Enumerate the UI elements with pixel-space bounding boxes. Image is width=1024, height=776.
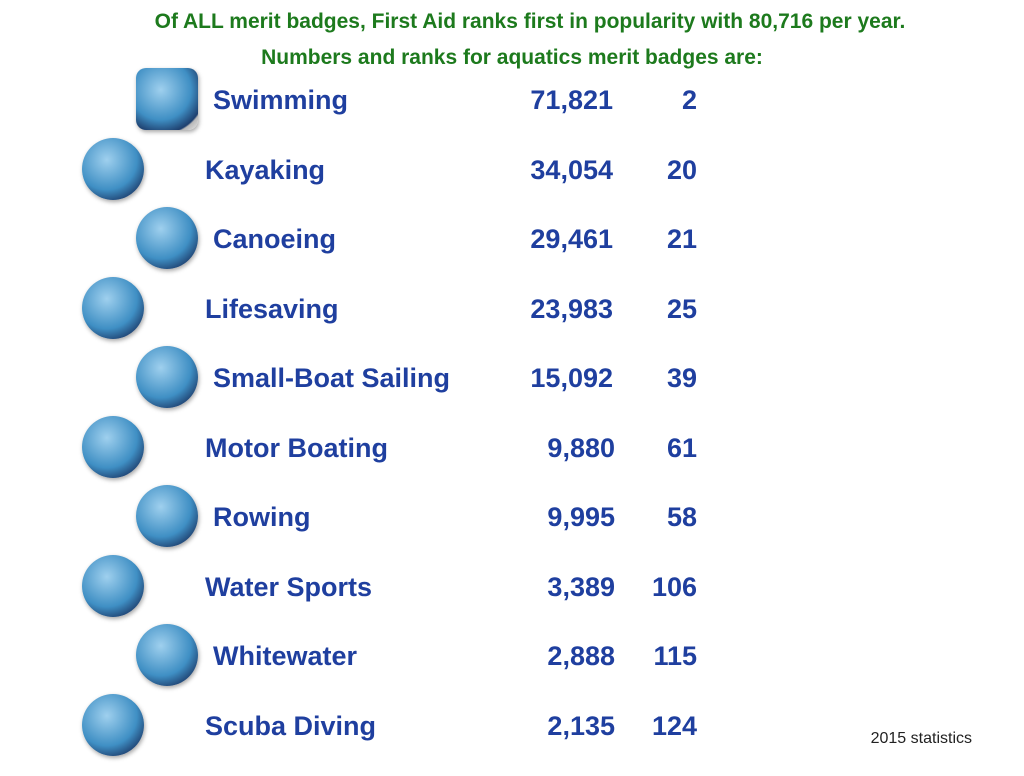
badge-icon bbox=[136, 624, 198, 686]
badge-rank: 21 bbox=[666, 224, 697, 254]
badge-icon bbox=[82, 415, 144, 478]
badge-count: 34,054 bbox=[530, 154, 613, 185]
badge-rank: 39 bbox=[666, 363, 697, 393]
badge-icon bbox=[82, 554, 144, 617]
badge-count: 23,983 bbox=[530, 293, 613, 324]
badge-name: Canoeing bbox=[213, 224, 337, 254]
badge-name: Water Sports bbox=[205, 571, 373, 602]
badge-name: Motor Boating bbox=[205, 432, 388, 463]
badge-row: Motor Boating 9,880 61 bbox=[0, 415, 1024, 498]
badge-count: 9,880 bbox=[547, 432, 615, 463]
badge-row: Water Sports 3,389 106 bbox=[0, 554, 1024, 637]
badge-row: Whitewater 2,888 115 bbox=[0, 624, 1024, 706]
badge-name: Small-Boat Sailing bbox=[213, 363, 451, 393]
badge-name: Swimming bbox=[213, 85, 349, 115]
badge-row: Kayaking 34,054 20 bbox=[0, 137, 1024, 220]
badge-row: Lifesaving 23,983 25 bbox=[0, 276, 1024, 359]
badge-name: Whitewater bbox=[213, 641, 358, 671]
badge-count: 3,389 bbox=[547, 571, 615, 602]
badge-icon bbox=[136, 68, 198, 130]
badge-name: Kayaking bbox=[205, 154, 326, 185]
badge-count: 29,461 bbox=[530, 224, 613, 254]
badge-count: 15,092 bbox=[530, 363, 613, 393]
badge-icon bbox=[136, 346, 198, 408]
badge-rank: 20 bbox=[666, 154, 697, 185]
badge-row: Scuba Diving 2,135 124 bbox=[0, 693, 1024, 776]
badge-icon bbox=[136, 207, 198, 269]
badge-icon bbox=[82, 137, 144, 200]
badge-name: Scuba Diving bbox=[205, 710, 377, 741]
badge-rank: 2 bbox=[681, 85, 697, 115]
badge-rank: 58 bbox=[666, 502, 697, 532]
badge-rank: 115 bbox=[653, 641, 697, 671]
title-line: Of ALL merit badges, First Aid ranks fir… bbox=[154, 10, 906, 33]
badge-row: Canoeing 29,461 21 bbox=[0, 207, 1024, 289]
badge-icon bbox=[136, 485, 198, 547]
badge-count: 9,995 bbox=[547, 502, 615, 532]
badge-count: 71,821 bbox=[530, 85, 613, 115]
badge-row: Small-Boat Sailing 15,092 39 bbox=[0, 346, 1024, 428]
badge-icon bbox=[82, 693, 144, 756]
badge-rank: 25 bbox=[666, 293, 697, 324]
badge-count: 2,135 bbox=[547, 710, 615, 741]
badge-rank: 124 bbox=[651, 710, 697, 741]
badge-count: 2,888 bbox=[547, 641, 615, 671]
badge-row: Swimming 71,821 2 bbox=[0, 68, 1024, 150]
badge-icon bbox=[82, 276, 144, 339]
badge-name: Lifesaving bbox=[205, 293, 339, 324]
badge-row: Rowing 9,995 58 bbox=[0, 485, 1024, 567]
badge-rank: 61 bbox=[666, 432, 697, 463]
title-line: Numbers and ranks for aquatics merit bad… bbox=[261, 46, 763, 69]
badge-rank: 106 bbox=[651, 571, 697, 602]
footnote: 2015 statistics bbox=[870, 730, 972, 747]
badge-name: Rowing bbox=[213, 502, 311, 532]
